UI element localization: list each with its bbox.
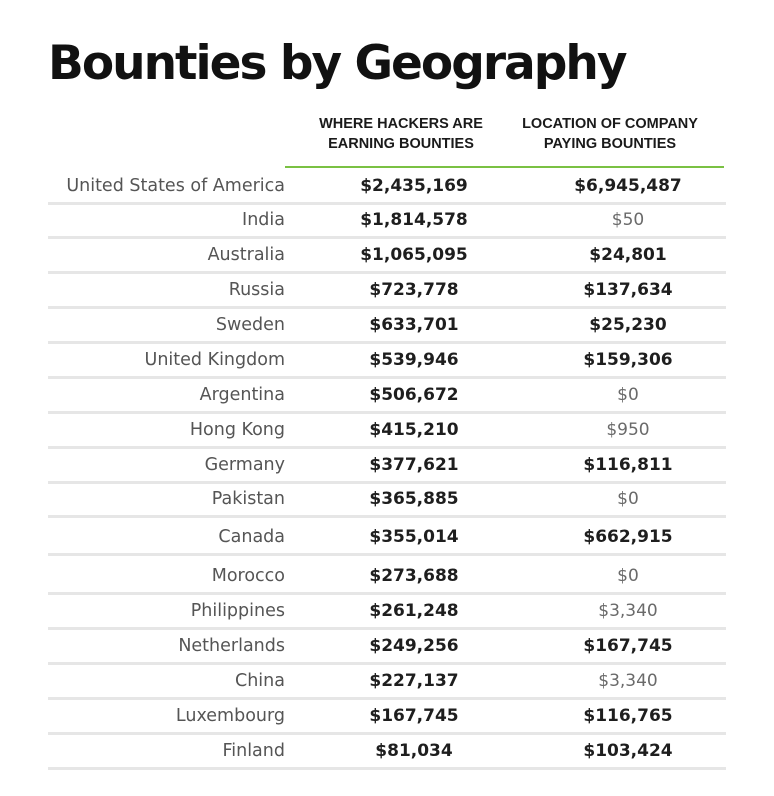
earning-bounty-value: $1,814,578 [360,210,468,230]
paying-bounty-value: $6,945,487 [574,176,682,196]
table-row: United States of America $2,435,169 $6,945… [0,169,774,205]
earning-bounty-value: $81,034 [375,741,453,761]
country-label: Luxembourg [175,706,285,726]
country-label: Pakistan [211,489,285,509]
country-label: Finland [222,741,285,761]
paying-bounty-value: $25,230 [589,315,667,335]
earning-bounty-value: $633,701 [369,315,459,335]
table-row: Sweden $633,701 $25,230 [0,308,774,344]
row-divider [48,662,726,665]
paying-bounty-value: $116,765 [583,706,673,726]
table-row: Germany $377,621 $116,811 [0,448,774,484]
header-accent-rule [285,166,724,168]
country-label: Morocco [211,566,285,586]
row-divider [48,271,726,274]
table-row: India $1,814,578 $50 [0,203,774,239]
column-header-paying-line-1: LOCATION OF COMPANY [522,116,698,132]
earning-bounty-value: $506,672 [369,385,459,405]
table-row: Hong Kong $415,210 $950 [0,413,774,449]
country-label: United States of America [66,176,285,196]
row-divider [48,306,726,309]
earning-bounty-value: $227,137 [369,671,459,691]
earning-bounty-value: $377,621 [369,455,459,475]
earning-bounty-value: $273,688 [369,566,459,586]
column-header-earning-line-1: WHERE HACKERS ARE [319,116,483,132]
table-row: Argentina $506,672 $0 [0,378,774,414]
earning-bounty-value: $355,014 [369,527,459,547]
country-label: China [235,671,285,691]
country-label: Australia [207,245,285,265]
row-divider [48,697,726,700]
row-divider [48,202,726,205]
paying-bounty-value: $167,745 [583,636,673,656]
earning-bounty-value: $167,745 [369,706,459,726]
country-label: Sweden [215,315,285,335]
country-label: Hong Kong [189,420,285,440]
column-header-paying: LOCATION OF COMPANY PAYING BOUNTIES [505,114,715,154]
column-header-earning: WHERE HACKERS ARE EARNING BOUNTIES [296,114,506,154]
row-divider [48,627,726,630]
paying-bounty-value: $0 [617,489,639,509]
row-divider [48,767,726,770]
country-label: Canada [218,527,285,547]
row-divider [48,236,726,239]
paying-bounty-value: $116,811 [583,455,673,475]
paying-bounty-value: $137,634 [583,280,673,300]
row-divider [48,376,726,379]
paying-bounty-value: $50 [611,210,645,230]
row-divider [48,553,726,556]
row-divider [48,341,726,344]
paying-bounty-value: $3,340 [598,671,658,691]
earning-bounty-value: $2,435,169 [360,176,468,196]
table-row: Australia $1,065,095 $24,801 [0,238,774,274]
earning-bounty-value: $261,248 [369,601,459,621]
earning-bounty-value: $249,256 [369,636,459,656]
country-label: Netherlands [178,636,285,656]
country-label: Germany [204,455,285,475]
row-divider [48,515,726,518]
paying-bounty-value: $159,306 [583,350,673,370]
earning-bounty-value: $1,065,095 [360,245,468,265]
page-title: Bounties by Geography [48,36,627,91]
paying-bounty-value: $24,801 [589,245,667,265]
column-header-earning-line-2: EARNING BOUNTIES [328,136,474,152]
earning-bounty-value: $415,210 [369,420,459,440]
paying-bounty-value: $0 [617,385,639,405]
table-row: Philippines $261,248 $3,340 [0,594,774,630]
row-divider [48,592,726,595]
table-row: China $227,137 $3,340 [0,664,774,700]
row-divider [48,481,726,484]
earning-bounty-value: $723,778 [369,280,459,300]
earning-bounty-value: $365,885 [369,489,459,509]
table-row: Morocco $273,688 $0 [0,559,774,595]
paying-bounty-value: $950 [606,420,650,440]
paying-bounty-value: $662,915 [583,527,673,547]
table-row: Pakistan $365,885 $0 [0,482,774,518]
table-row: Finland $81,034 $103,424 [0,734,774,770]
row-divider [48,411,726,414]
country-label: Philippines [190,601,285,621]
paying-bounty-value: $3,340 [598,601,658,621]
earning-bounty-value: $539,946 [369,350,459,370]
table-row: Canada $355,014 $662,915 [0,520,774,556]
paying-bounty-value: $103,424 [583,741,673,761]
row-divider [48,446,726,449]
country-label: Russia [228,280,285,300]
country-label: India [242,210,285,230]
table-row: Luxembourg $167,745 $116,765 [0,699,774,735]
row-divider [48,732,726,735]
column-header-paying-line-2: PAYING BOUNTIES [543,136,677,152]
paying-bounty-value: $0 [617,566,639,586]
country-label: Argentina [199,385,285,405]
table-row: Netherlands $249,256 $167,745 [0,629,774,665]
country-label: United Kingdom [144,350,285,370]
table-row: Russia $723,778 $137,634 [0,273,774,309]
table-row: United Kingdom $539,946 $159,306 [0,343,774,379]
